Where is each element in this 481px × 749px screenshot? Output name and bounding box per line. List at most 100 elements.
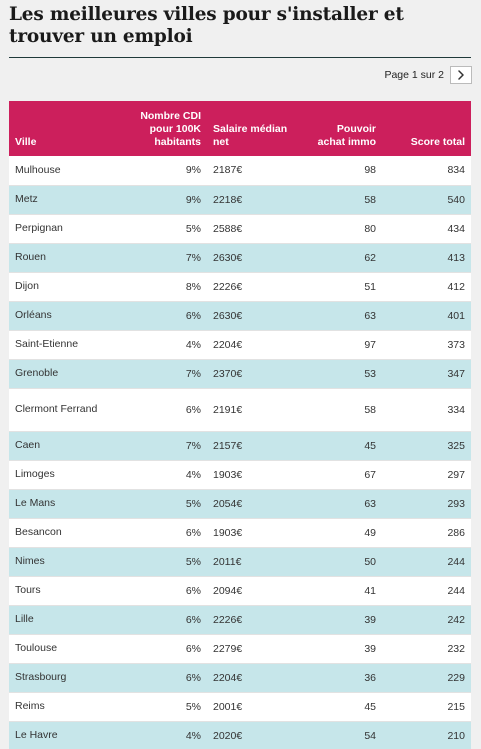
cell-ville: Metz — [9, 185, 112, 215]
cell-cdi: 4% — [112, 721, 207, 749]
cell-ville: Grenoble — [9, 359, 112, 389]
cell-score: 297 — [382, 460, 471, 490]
cell-score: 325 — [382, 431, 471, 461]
cell-pouvoir: 62 — [304, 243, 382, 273]
cell-cdi: 6% — [112, 518, 207, 548]
table-row: Caen 7% 2157€ 45 325 — [9, 431, 471, 461]
table-row: Limoges 4% 1903€ 67 297 — [9, 460, 471, 490]
cell-cdi: 5% — [112, 489, 207, 519]
table-row: Reims 5% 2001€ 45 215 — [9, 692, 471, 722]
cell-cdi: 7% — [112, 431, 207, 461]
table-row: Clermont Ferrand 6% 2191€ 58 334 — [9, 388, 471, 432]
cell-cdi: 5% — [112, 214, 207, 244]
cell-score: 540 — [382, 185, 471, 215]
cell-score: 413 — [382, 243, 471, 273]
table-row: Orléans 6% 2630€ 63 401 — [9, 301, 471, 331]
cell-ville: Rouen — [9, 243, 112, 273]
cities-table-container: Ville Nombre CDI pour 100K habitants Sal… — [9, 101, 471, 749]
cell-cdi: 6% — [112, 388, 207, 432]
cell-cdi: 5% — [112, 547, 207, 577]
cell-salaire: 2630€ — [207, 243, 304, 273]
cell-score: 334 — [382, 388, 471, 432]
cell-pouvoir: 45 — [304, 692, 382, 722]
cell-score: 373 — [382, 330, 471, 360]
next-page-button[interactable] — [450, 66, 472, 84]
cell-ville: Le Havre — [9, 721, 112, 749]
cell-cdi: 7% — [112, 359, 207, 389]
table-row: Besancon 6% 1903€ 49 286 — [9, 518, 471, 548]
cell-score: 434 — [382, 214, 471, 244]
cell-salaire: 2204€ — [207, 663, 304, 693]
table-row: Rouen 7% 2630€ 62 413 — [9, 243, 471, 273]
cell-cdi: 8% — [112, 272, 207, 302]
cell-ville: Toulouse — [9, 634, 112, 664]
cell-salaire: 2226€ — [207, 605, 304, 635]
cell-cdi: 6% — [112, 301, 207, 331]
table-row: Grenoble 7% 2370€ 53 347 — [9, 359, 471, 389]
cell-pouvoir: 50 — [304, 547, 382, 577]
cell-score: 229 — [382, 663, 471, 693]
cell-salaire: 2588€ — [207, 214, 304, 244]
cell-ville: Caen — [9, 431, 112, 461]
cell-ville: Clermont Ferrand — [9, 388, 112, 432]
cell-pouvoir: 51 — [304, 272, 382, 302]
table-row: Le Havre 4% 2020€ 54 210 — [9, 721, 471, 749]
table-row: Toulouse 6% 2279€ 39 232 — [9, 634, 471, 664]
table-row: Tours 6% 2094€ 41 244 — [9, 576, 471, 606]
cell-ville: Dijon — [9, 272, 112, 302]
chevron-right-icon — [458, 70, 464, 80]
cell-cdi: 9% — [112, 185, 207, 215]
cell-ville: Reims — [9, 692, 112, 722]
column-header-pouvoir[interactable]: Pouvoir achat immo — [304, 101, 382, 156]
column-header-score[interactable]: Score total — [382, 101, 471, 156]
cell-score: 242 — [382, 605, 471, 635]
cell-score: 834 — [382, 156, 471, 186]
table-row: Dijon 8% 2226€ 51 412 — [9, 272, 471, 302]
table-row: Saint-Etienne 4% 2204€ 97 373 — [9, 330, 471, 360]
cell-pouvoir: 53 — [304, 359, 382, 389]
cell-ville: Le Mans — [9, 489, 112, 519]
cell-salaire: 2191€ — [207, 388, 304, 432]
cell-salaire: 2011€ — [207, 547, 304, 577]
cell-salaire: 2157€ — [207, 431, 304, 461]
cell-pouvoir: 45 — [304, 431, 382, 461]
cell-pouvoir: 58 — [304, 185, 382, 215]
column-header-ville[interactable]: Ville — [9, 101, 112, 156]
cell-score: 210 — [382, 721, 471, 749]
cell-pouvoir: 97 — [304, 330, 382, 360]
cell-salaire: 2218€ — [207, 185, 304, 215]
cell-score: 401 — [382, 301, 471, 331]
cell-score: 244 — [382, 576, 471, 606]
table-header-row: Ville Nombre CDI pour 100K habitants Sal… — [9, 101, 471, 156]
cell-pouvoir: 49 — [304, 518, 382, 548]
table-row: Lille 6% 2226€ 39 242 — [9, 605, 471, 635]
cell-salaire: 2020€ — [207, 721, 304, 749]
cell-salaire: 2094€ — [207, 576, 304, 606]
cell-score: 286 — [382, 518, 471, 548]
title-divider — [9, 57, 471, 58]
cell-cdi: 6% — [112, 663, 207, 693]
cell-ville: Tours — [9, 576, 112, 606]
cell-ville: Besancon — [9, 518, 112, 548]
cell-cdi: 9% — [112, 156, 207, 186]
column-header-cdi[interactable]: Nombre CDI pour 100K habitants — [112, 101, 207, 156]
cell-ville: Orléans — [9, 301, 112, 331]
cell-salaire: 2279€ — [207, 634, 304, 664]
table-row: Mulhouse 9% 2187€ 98 834 — [9, 156, 471, 186]
cell-pouvoir: 39 — [304, 634, 382, 664]
column-header-salaire[interactable]: Salaire médian net — [207, 101, 304, 156]
cell-cdi: 4% — [112, 330, 207, 360]
cell-cdi: 7% — [112, 243, 207, 273]
cell-score: 347 — [382, 359, 471, 389]
table-row: Le Mans 5% 2054€ 63 293 — [9, 489, 471, 519]
cities-table: Ville Nombre CDI pour 100K habitants Sal… — [9, 101, 471, 749]
cell-cdi: 5% — [112, 692, 207, 722]
cell-ville: Lille — [9, 605, 112, 635]
cell-pouvoir: 36 — [304, 663, 382, 693]
cell-pouvoir: 54 — [304, 721, 382, 749]
cell-pouvoir: 63 — [304, 489, 382, 519]
cell-cdi: 6% — [112, 605, 207, 635]
table-row: Metz 9% 2218€ 58 540 — [9, 185, 471, 215]
cell-pouvoir: 80 — [304, 214, 382, 244]
cell-pouvoir: 63 — [304, 301, 382, 331]
